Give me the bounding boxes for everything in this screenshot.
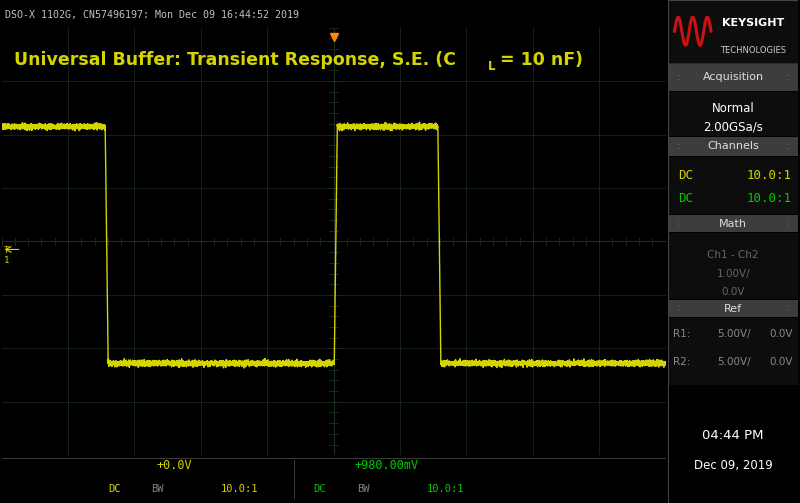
Text: 10.0:1: 10.0:1 xyxy=(221,484,258,493)
Text: DC: DC xyxy=(108,484,120,493)
Bar xyxy=(668,157,798,214)
Text: 20.00µ/: 20.00µ/ xyxy=(376,34,424,44)
Bar xyxy=(668,92,798,136)
Bar xyxy=(668,300,798,317)
Bar xyxy=(668,318,798,385)
Text: Dec 09, 2019: Dec 09, 2019 xyxy=(694,459,773,472)
Text: ƒ: ƒ xyxy=(579,34,586,44)
Text: = 10 nF): = 10 nF) xyxy=(494,51,583,69)
Text: DC: DC xyxy=(678,169,694,182)
Text: ::: :: xyxy=(786,219,790,228)
Text: T
1: T 1 xyxy=(4,246,10,265)
Text: ::: :: xyxy=(676,219,681,228)
Bar xyxy=(668,137,798,156)
Text: KEYSIGHT: KEYSIGHT xyxy=(722,18,784,28)
Text: Auto: Auto xyxy=(493,34,520,44)
Text: 10.0:1: 10.0:1 xyxy=(747,169,792,182)
Bar xyxy=(668,233,798,299)
Text: 0.0V: 0.0V xyxy=(770,357,793,367)
Text: +0.0V: +0.0V xyxy=(157,459,192,472)
Text: Ref: Ref xyxy=(724,304,742,313)
Text: BW: BW xyxy=(151,484,163,493)
Text: 0.0s: 0.0s xyxy=(294,34,321,44)
Text: R2:: R2: xyxy=(674,357,690,367)
Text: Normal: Normal xyxy=(712,102,754,115)
Text: DSO-X 1102G, CN57496197: Mon Dec 09 16:44:52 2019: DSO-X 1102G, CN57496197: Mon Dec 09 16:4… xyxy=(5,10,299,20)
Text: R1:: R1: xyxy=(674,329,690,340)
Text: 1: 1 xyxy=(8,34,15,44)
Text: ::: :: xyxy=(786,142,790,151)
Text: 10.0:1: 10.0:1 xyxy=(426,484,464,493)
Text: Math: Math xyxy=(719,219,747,228)
Text: Channels: Channels xyxy=(707,141,759,151)
Text: 1.00V/: 1.00V/ xyxy=(716,269,750,279)
Bar xyxy=(668,0,798,63)
Text: ::: :: xyxy=(676,73,681,82)
Text: BW: BW xyxy=(357,484,370,493)
Text: DC: DC xyxy=(314,484,326,493)
Text: 5.00V/: 5.00V/ xyxy=(718,357,751,367)
Text: Ch1 - Ch2: Ch1 - Ch2 xyxy=(707,250,759,260)
Text: TECHNOLOGIES: TECHNOLOGIES xyxy=(720,46,786,55)
Text: 10.0:1: 10.0:1 xyxy=(747,192,792,205)
Text: 0.0V: 0.0V xyxy=(722,287,745,297)
Text: 1.00V/: 1.00V/ xyxy=(18,34,72,44)
Text: ::: :: xyxy=(786,73,790,82)
Text: 04:44 PM: 04:44 PM xyxy=(702,429,764,442)
Text: L: L xyxy=(488,60,496,72)
Text: DC: DC xyxy=(678,192,694,205)
Bar xyxy=(668,215,798,232)
Text: Universal Buffer: Transient Response, S.E. (C: Universal Buffer: Transient Response, S.… xyxy=(14,51,455,69)
Text: ::: :: xyxy=(786,304,790,313)
Text: ::: :: xyxy=(676,304,681,313)
Text: +980.00mV: +980.00mV xyxy=(354,459,418,472)
Text: Acquisition: Acquisition xyxy=(702,72,764,82)
Text: 1: 1 xyxy=(609,34,616,44)
Text: 2.00GSa/s: 2.00GSa/s xyxy=(703,120,763,133)
Text: -10.0%: -10.0% xyxy=(624,34,661,44)
Text: 0.0V: 0.0V xyxy=(770,329,793,340)
Text: ::: :: xyxy=(676,142,681,151)
Text: 2: 2 xyxy=(78,34,85,44)
Text: 5.00V/: 5.00V/ xyxy=(718,329,751,340)
Bar xyxy=(668,64,798,91)
